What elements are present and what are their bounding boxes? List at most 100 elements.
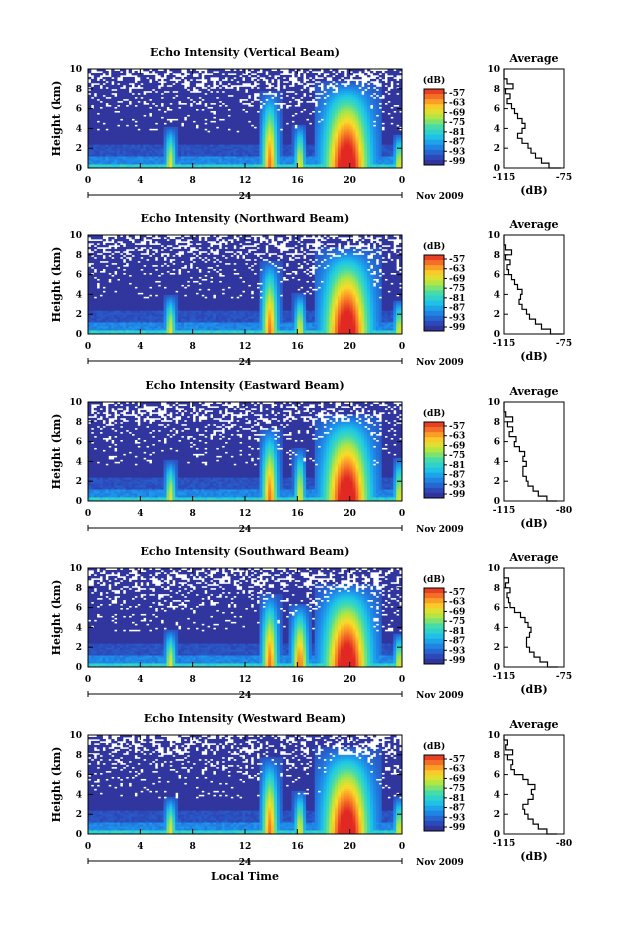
heatmap-cell	[187, 91, 190, 93]
heatmap-cell	[315, 107, 318, 109]
heatmap-cell	[91, 245, 94, 247]
heatmap-cell	[100, 109, 103, 111]
heatmap-cell	[164, 93, 167, 95]
heatmap-cell	[358, 81, 361, 83]
heatmap-cell	[129, 85, 132, 87]
heatmap-cell	[271, 83, 274, 85]
heatmap-cell	[213, 73, 216, 75]
heatmap-cell	[146, 105, 149, 107]
heatmap-cell	[149, 117, 152, 119]
heatmap-cell	[326, 89, 329, 91]
heatmap-cell	[387, 95, 390, 97]
heatmap-cell	[376, 97, 379, 99]
heatmap-cell	[184, 120, 187, 122]
heatmap-cell	[181, 79, 184, 81]
colorbar-tick-label: -63	[449, 99, 465, 109]
heatmap-cell	[137, 95, 140, 97]
heatmap-cell	[271, 71, 274, 73]
heatmap-cell	[309, 103, 312, 105]
heatmap-cell	[283, 89, 286, 91]
heatmap-cell	[245, 113, 248, 115]
heatmap-cell	[137, 103, 140, 105]
heatmap-cell	[97, 288, 100, 290]
heatmap-cell	[268, 95, 271, 97]
heatmap-cell	[239, 77, 242, 79]
heatmap-cell	[135, 71, 138, 73]
heatmap-cell	[103, 292, 106, 294]
y-tick-label: 10	[69, 65, 82, 75]
heatmap-cell	[228, 71, 231, 73]
heatmap-cell	[181, 73, 184, 75]
heatmap-cell	[222, 75, 225, 77]
heatmap-cell	[117, 81, 120, 83]
colorbar-band	[424, 109, 444, 114]
heatmap-cell	[91, 79, 94, 81]
heatmap-cell	[137, 89, 140, 91]
heatmap-cell	[251, 107, 254, 109]
heatmap-cell	[105, 89, 108, 91]
heatmap-cell	[318, 99, 321, 101]
heatmap-cell	[268, 77, 271, 79]
heatmap-cell	[379, 99, 382, 101]
heatmap-cell	[379, 87, 382, 89]
heatmap-cell	[245, 87, 248, 89]
heatmap-cell	[172, 81, 175, 83]
heatmap-cell	[286, 124, 289, 126]
heatmap-cell	[97, 122, 100, 124]
heatmap-cell	[257, 77, 260, 79]
heatmap-cell	[172, 75, 175, 77]
heatmap-cell	[120, 103, 123, 105]
heatmap-cell	[155, 81, 158, 83]
heatmap-cell	[135, 107, 138, 109]
heatmap-cell	[358, 77, 361, 79]
heatmap-cell	[129, 77, 132, 79]
heatmap-cell	[97, 101, 100, 103]
heatmap-cell	[274, 89, 277, 91]
heatmap-cell	[149, 130, 152, 132]
heatmap-cell	[257, 89, 260, 91]
heatmap-cell	[260, 73, 263, 75]
colorbar-band	[424, 140, 444, 145]
heatmap-cell	[103, 273, 106, 275]
heatmap-cell	[248, 122, 251, 124]
heatmap-cell	[300, 91, 303, 93]
heatmap-cell	[161, 107, 164, 109]
heatmap-cell	[196, 128, 199, 130]
heatmap-cell	[300, 113, 303, 115]
heatmap-cell	[155, 93, 158, 95]
heatmap-cell	[324, 105, 327, 107]
heatmap-cell	[283, 105, 286, 107]
heatmap-cell	[204, 120, 207, 122]
colorbar-band	[424, 124, 444, 129]
heatmap-cell	[97, 241, 100, 243]
heatmap-cell	[103, 77, 106, 79]
heatmap-cell	[355, 75, 358, 77]
heatmap-cell	[210, 81, 213, 83]
heatmap-cell	[193, 103, 196, 105]
heatmap-cell	[137, 130, 140, 132]
heatmap-cell	[338, 73, 341, 75]
heatmap-cell	[393, 71, 396, 73]
heatmap-cell	[242, 75, 245, 77]
heatmap-cell	[289, 93, 292, 95]
heatmap-cell	[361, 95, 364, 97]
heatmap-cell	[169, 105, 172, 107]
heatmap-cell	[283, 79, 286, 81]
heatmap-cell	[318, 95, 321, 97]
heatmap-cell	[137, 81, 140, 83]
heatmap-cell	[178, 105, 181, 107]
heatmap-cell	[228, 85, 231, 87]
heatmap-cell	[149, 83, 152, 85]
colorbar-band	[424, 104, 444, 109]
heatmap-cell	[321, 91, 324, 93]
heatmap-cell	[91, 257, 94, 259]
heatmap-cell	[309, 124, 312, 126]
heatmap-cell	[161, 87, 164, 89]
heatmap-cell	[97, 85, 100, 87]
heatmap-cell	[306, 103, 309, 105]
heatmap-cell	[274, 97, 277, 99]
heatmap-cell	[149, 109, 152, 111]
heatmap-cell	[294, 83, 297, 85]
heatmap-cell	[117, 85, 120, 87]
heatmap-cell	[97, 255, 100, 257]
